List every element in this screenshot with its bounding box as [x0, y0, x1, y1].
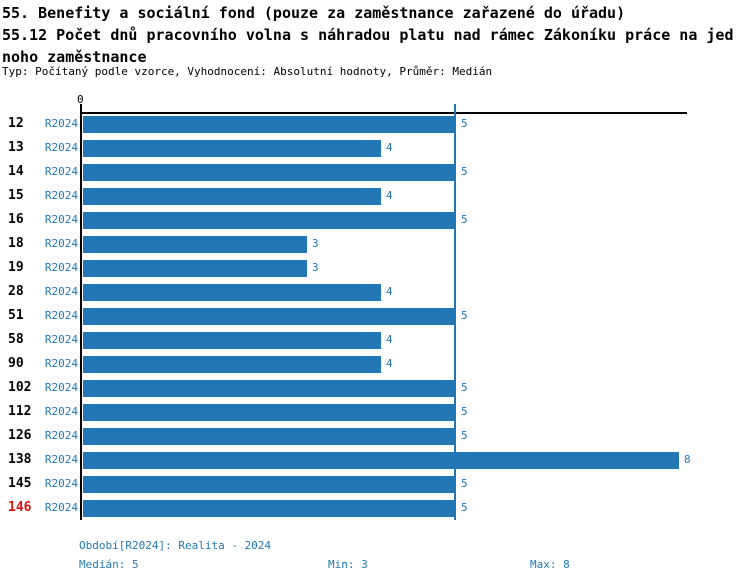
bar-value-label: 5 [461, 501, 468, 514]
row-series-label: R2024 [44, 261, 78, 274]
bar-value-label: 5 [461, 213, 468, 226]
chart-row: 90 R2024 4 [0, 352, 750, 376]
chart-row: 28 R2024 4 [0, 280, 750, 304]
row-category-label: 90 [8, 356, 24, 371]
row-category-label: 138 [8, 452, 32, 467]
row-category-label: 112 [8, 404, 32, 419]
bar [83, 404, 456, 421]
x-axis-line [81, 112, 687, 114]
report-meta: Typ: Počítaný podle vzorce, Vyhodnocení:… [2, 65, 493, 78]
y-axis-line [80, 104, 82, 520]
bar [83, 380, 456, 397]
bar [83, 500, 456, 517]
row-series-label: R2024 [44, 165, 78, 178]
bar [83, 428, 456, 445]
row-category-label: 18 [8, 236, 24, 251]
bar [83, 356, 381, 373]
bar-value-label: 5 [461, 405, 468, 418]
bar-value-label: 4 [386, 357, 393, 370]
row-series-label: R2024 [44, 117, 78, 130]
chart-row: 145 R2024 5 [0, 472, 750, 496]
row-category-label: 102 [8, 380, 32, 395]
chart-row: 102 R2024 5 [0, 376, 750, 400]
median-stat: Medián: 5 [79, 558, 139, 571]
row-series-label: R2024 [44, 333, 78, 346]
bar-value-label: 4 [386, 285, 393, 298]
row-category-label: 12 [8, 116, 24, 131]
row-series-label: R2024 [44, 309, 78, 322]
bar-value-label: 3 [312, 261, 319, 274]
chart-row: 19 R2024 3 [0, 256, 750, 280]
row-series-label: R2024 [44, 429, 78, 442]
row-category-label: 58 [8, 332, 24, 347]
chart-row: 14 R2024 5 [0, 160, 750, 184]
min-stat: Min: 3 [328, 558, 368, 571]
bar-value-label: 5 [461, 165, 468, 178]
row-series-label: R2024 [44, 213, 78, 226]
chart-row: 18 R2024 3 [0, 232, 750, 256]
bar-value-label: 4 [386, 189, 393, 202]
row-category-label: 28 [8, 284, 24, 299]
row-category-label: 126 [8, 428, 32, 443]
row-series-label: R2024 [44, 405, 78, 418]
bar-value-label: 4 [386, 141, 393, 154]
bar [83, 332, 381, 349]
row-series-label: R2024 [44, 237, 78, 250]
bar [83, 452, 679, 469]
chart-row: 51 R2024 5 [0, 304, 750, 328]
row-series-label: R2024 [44, 501, 78, 514]
bar [83, 116, 456, 133]
report-subtitle-line-1: 55.12 Počet dnů pracovního volna s náhra… [2, 26, 734, 44]
chart-row: 12 R2024 5 [0, 112, 750, 136]
row-series-label: R2024 [44, 285, 78, 298]
chart-row: 112 R2024 5 [0, 400, 750, 424]
bar-value-label: 8 [684, 453, 691, 466]
row-series-label: R2024 [44, 189, 78, 202]
bar-value-label: 5 [461, 429, 468, 442]
chart-row: 58 R2024 4 [0, 328, 750, 352]
bar [83, 476, 456, 493]
bar [83, 236, 307, 253]
bar [83, 308, 456, 325]
row-series-label: R2024 [44, 141, 78, 154]
bar [83, 164, 456, 181]
bar [83, 140, 381, 157]
chart-row: 15 R2024 4 [0, 184, 750, 208]
report-title: 55. Benefity a sociální fond (pouze za z… [2, 4, 626, 22]
chart-row: 13 R2024 4 [0, 136, 750, 160]
bar-value-label: 4 [386, 333, 393, 346]
chart-row: 126 R2024 5 [0, 424, 750, 448]
bar-chart: 0 12 R2024 5 13 R2024 4 14 R2024 5 15 R2024 4 16 R202… [0, 93, 750, 520]
bar [83, 212, 456, 229]
row-category-label: 51 [8, 308, 24, 323]
bar [83, 284, 381, 301]
row-series-label: R2024 [44, 477, 78, 490]
bar-value-label: 5 [461, 477, 468, 490]
row-series-label: R2024 [44, 357, 78, 370]
max-stat: Max: 8 [530, 558, 570, 571]
period-label: Období[R2024]: Realita - 2024 [79, 539, 272, 552]
row-category-label: 13 [8, 140, 24, 155]
row-category-label: 145 [8, 476, 32, 491]
bar-value-label: 5 [461, 381, 468, 394]
x-axis-zero-tick-label: 0 [77, 93, 84, 106]
bar-value-label: 5 [461, 309, 468, 322]
row-category-label: 19 [8, 260, 24, 275]
report-subtitle-line-2: noho zaměstnance [2, 48, 147, 66]
chart-row: 16 R2024 5 [0, 208, 750, 232]
row-category-label: 15 [8, 188, 24, 203]
bar-value-label: 3 [312, 237, 319, 250]
row-category-label: 14 [8, 164, 24, 179]
row-series-label: R2024 [44, 381, 78, 394]
row-category-label: 146 [8, 500, 32, 515]
bar-value-label: 5 [461, 117, 468, 130]
row-series-label: R2024 [44, 453, 78, 466]
bar [83, 260, 307, 277]
chart-row: 146 R2024 5 [0, 496, 750, 520]
bar [83, 188, 381, 205]
chart-row: 138 R2024 8 [0, 448, 750, 472]
row-category-label: 16 [8, 212, 24, 227]
